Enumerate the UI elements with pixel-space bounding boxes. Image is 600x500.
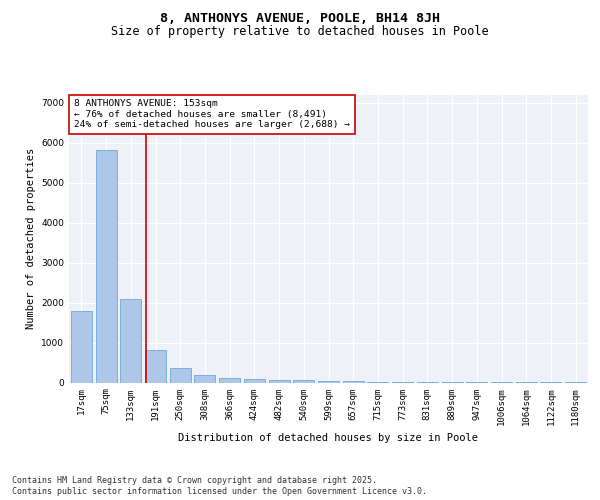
Text: 8, ANTHONYS AVENUE, POOLE, BH14 8JH: 8, ANTHONYS AVENUE, POOLE, BH14 8JH [160,12,440,26]
X-axis label: Distribution of detached houses by size in Poole: Distribution of detached houses by size … [179,434,479,444]
Bar [318,380,339,382]
Bar [95,150,116,382]
Bar [194,374,215,382]
Y-axis label: Number of detached properties: Number of detached properties [26,148,35,330]
Text: 8 ANTHONYS AVENUE: 153sqm
← 76% of detached houses are smaller (8,491)
24% of se: 8 ANTHONYS AVENUE: 153sqm ← 76% of detac… [74,100,350,129]
Bar [219,378,240,382]
Bar [269,380,290,382]
Bar [293,380,314,382]
Bar [71,310,92,382]
Bar [244,379,265,382]
Bar [145,350,166,382]
Bar [170,368,191,382]
Text: Contains HM Land Registry data © Crown copyright and database right 2025.: Contains HM Land Registry data © Crown c… [12,476,377,485]
Text: Size of property relative to detached houses in Poole: Size of property relative to detached ho… [111,25,489,38]
Text: Contains public sector information licensed under the Open Government Licence v3: Contains public sector information licen… [12,487,427,496]
Bar [120,298,141,382]
